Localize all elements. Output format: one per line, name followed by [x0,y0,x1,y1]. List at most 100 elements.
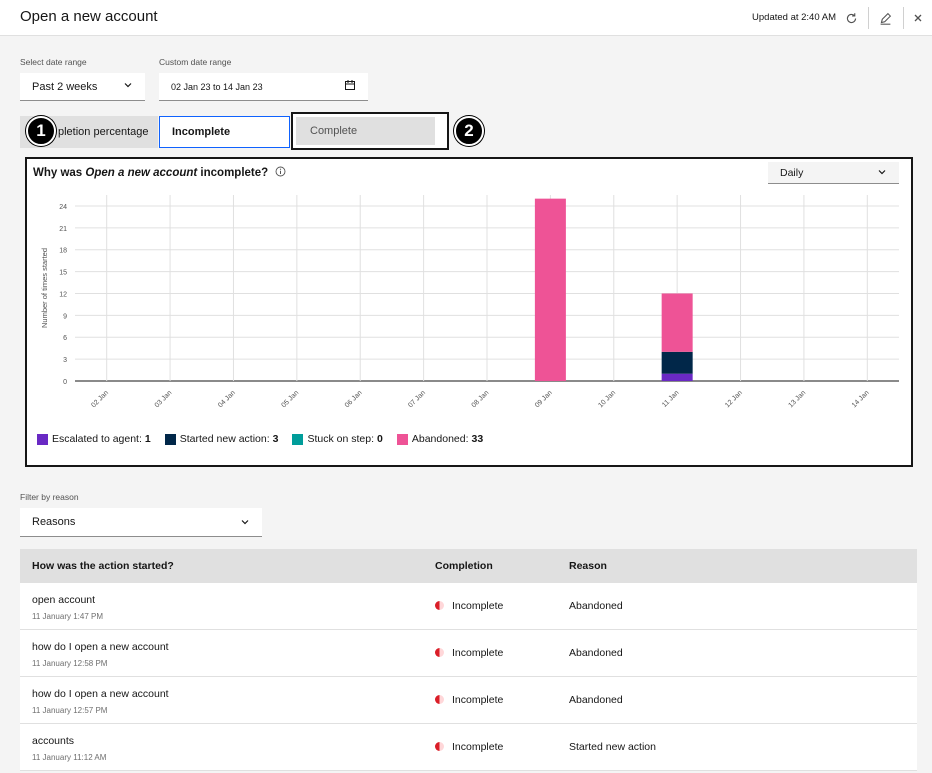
y-tick-label: 0 [63,379,67,386]
reason-text: Abandoned [569,600,623,612]
reason-text: Abandoned [569,694,623,706]
page-header: Open a new account Updated at 2:40 AM [0,0,932,36]
legend-swatch [164,433,176,445]
legend-item[interactable]: Started new action:3 [164,433,278,445]
legend-colon: : [465,433,469,445]
bar-segment [534,198,566,381]
reason-filter-value: Reasons [32,516,76,528]
bar-segment [661,351,693,374]
x-tick-label: 06 Jan [344,389,364,409]
tab-label: pletion percentage [58,126,149,138]
chevron-down-icon [240,517,250,530]
legend-label: Stuck on step [307,433,372,445]
table-row[interactable]: accounts 11 January 11:12 AM Incomplete Sta… [20,724,917,771]
legend-total: 1 [144,433,151,445]
incomplete-status-icon [435,742,444,751]
custom-range-input[interactable]: 02 Jan 23 to 14 Jan 23 [159,73,368,101]
legend-item[interactable]: Abandoned:33 [396,433,484,445]
x-tick-label: 04 Jan [217,389,237,409]
legend-swatch [37,433,48,445]
table-row[interactable]: how do I open a new account 11 January 12… [20,677,917,724]
legend-item[interactable]: Escalated to agent:1 [37,433,151,445]
callout-badge-1: 1 [26,116,56,146]
chart-title: Why was Open a new account incomplete? [33,166,286,180]
header-divider [903,7,904,29]
actions-table: How was the action started? Completion R… [20,549,917,771]
date-range-dropdown[interactable]: Past 2 weeks [20,73,145,101]
legend-label: Abandoned [411,433,466,445]
table-row[interactable]: how do I open a new account 11 January 12… [20,630,917,677]
incomplete-status-icon [435,695,444,704]
tab-complete-inner: Complete [296,117,435,145]
completion-status: Incomplete [435,694,503,706]
completion-status: Incomplete [435,600,503,612]
y-tick-label: 9 [63,313,67,320]
x-tick-label: 13 Jan [788,389,808,409]
callout-badge-2: 2 [454,116,484,146]
legend-colon: : [371,433,375,445]
table-header: How was the action started? Completion R… [20,549,917,583]
x-tick-label: 10 Jan [597,389,617,409]
legend-swatch [292,433,304,445]
completion-status: Incomplete [435,647,503,659]
column-header-reason: Reason [569,560,607,572]
x-tick-label: 11 Jan [661,389,681,409]
y-tick-label: 6 [63,335,67,342]
legend-colon: : [138,433,142,445]
y-tick-label: 18 [59,248,67,255]
edit-icon[interactable] [874,7,896,29]
utterance-time: 11 January 12:58 PM [32,659,108,668]
calendar-icon[interactable] [344,79,356,94]
utterance-text: how do I open a new account [32,688,169,700]
date-range-value: Past 2 weeks [32,80,98,93]
chevron-down-icon [123,80,133,93]
y-tick-label: 15 [59,270,67,277]
reason-filter-label: Filter by reason [20,492,79,502]
chart-legend: Escalated to agent:1 Started new action:3… [37,433,497,445]
info-icon[interactable] [275,166,286,180]
completion-text: Incomplete [452,694,504,706]
y-tick-label: 3 [63,357,67,364]
stacked-bar-chart: 0 3 6 9 12 15 18 21 24 02 Jan 03 Jan 04 Jan 05 Jan 06… [40,195,899,409]
legend-item[interactable]: Stuck on step:0 [292,433,383,445]
incomplete-status-icon [435,601,444,610]
legend-colon: : [266,433,270,445]
utterance-time: 11 January 11:12 AM [32,753,107,762]
tab-label: Incomplete [172,126,231,138]
legend-label: Escalated to agent [52,433,139,445]
chevron-down-icon [877,167,887,180]
y-tick-label: 21 [59,226,67,233]
legend-total: 33 [471,433,484,445]
page-title: Open a new account [20,8,158,25]
table-row[interactable]: open account 11 January 1:47 PM Incomplete… [20,583,917,630]
x-tick-label: 14 Jan [851,389,871,409]
x-tick-label: 09 Jan [534,389,554,409]
incomplete-reasons-panel: Why was Open a new account incomplete? D… [25,157,913,467]
refresh-icon[interactable] [840,7,862,29]
completion-text: Incomplete [452,647,504,659]
column-header-completion: Completion [435,560,493,572]
reason-text: Abandoned [569,647,623,659]
y-axis-title: Number of times started [40,248,49,328]
chart-title-prefix: Why was [33,167,86,179]
legend-label: Started new action [179,433,267,445]
custom-range-label: Custom date range [159,57,232,67]
x-tick-label: 05 Jan [280,389,300,409]
tab-label: Complete [310,125,358,137]
chart-title-action: Open a new account [85,167,198,179]
chart-title-suffix: incomplete? [197,167,269,179]
granularity-value: Daily [780,166,804,179]
granularity-dropdown[interactable]: Daily [768,162,899,184]
tab-complete[interactable]: Complete [291,112,449,150]
bar-segment [661,293,693,352]
x-tick-label: 12 Jan [724,389,744,409]
utterance-text: how do I open a new account [32,641,169,653]
tab-incomplete[interactable]: Incomplete [159,116,290,148]
reason-filter-dropdown[interactable]: Reasons [20,508,262,537]
table-body: open account 11 January 1:47 PM Incomplete… [20,583,917,771]
date-range-label: Select date range [20,57,87,67]
legend-total: 0 [377,433,383,445]
close-icon[interactable] [907,7,929,29]
completion-status: Incomplete [435,741,503,753]
custom-range-value: 02 Jan 23 to 14 Jan 23 [171,81,263,92]
